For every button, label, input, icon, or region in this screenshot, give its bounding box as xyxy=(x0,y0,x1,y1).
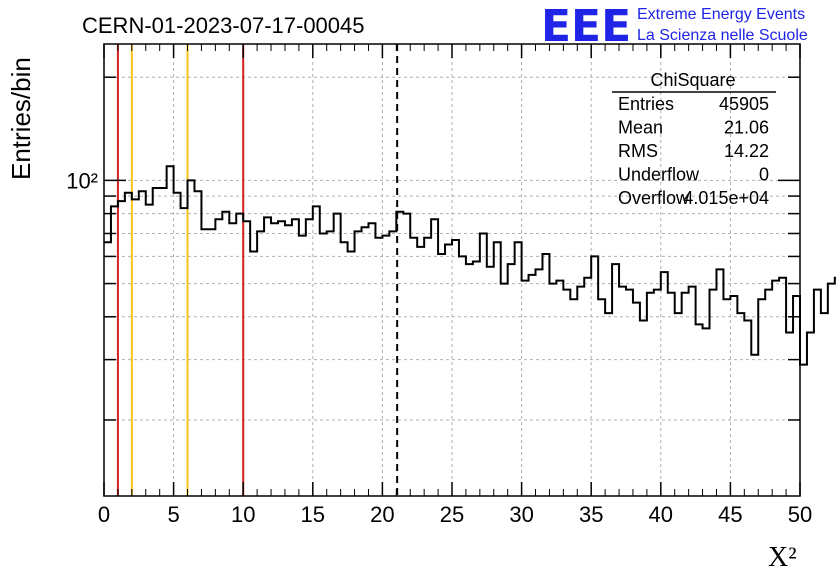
stats-title: ChiSquare xyxy=(650,70,735,90)
y-axis-title: Entries/bin xyxy=(6,57,36,180)
x-tick-label: 50 xyxy=(788,502,812,527)
stats-rows: Entries 45905 Mean 21.06 RMS 14.22 Underflow 0 O… xyxy=(618,94,769,208)
x-axis-ticks: 0 5 10 15 20 25 30 35 40 45 50 xyxy=(98,44,812,527)
x-tick-label: 25 xyxy=(440,502,464,527)
x-axis-title: X² xyxy=(768,542,797,572)
stats-value: 4.015e+04 xyxy=(683,188,769,208)
logo-mark: EEE xyxy=(541,1,631,52)
stats-value: 0 xyxy=(759,165,769,185)
x-tick-label: 45 xyxy=(718,502,742,527)
y-tick-label: 10² xyxy=(66,168,98,193)
stats-box: ChiSquare Entries 45905 Mean 21.06 RMS 14.22 U… xyxy=(612,70,776,208)
stats-value: 14.22 xyxy=(724,141,769,161)
x-tick-label: 40 xyxy=(649,502,673,527)
x-tick-label: 5 xyxy=(167,502,179,527)
stats-value: 21.06 xyxy=(724,118,769,138)
histogram-outline xyxy=(104,165,836,366)
stats-label: Overflow xyxy=(618,188,690,208)
stats-label: Entries xyxy=(618,94,674,114)
x-tick-label: 30 xyxy=(509,502,533,527)
reference-lines xyxy=(116,44,399,496)
y-axis-ticks: 10² xyxy=(66,76,800,421)
logo-line-2: La Scienza nelle Scuole xyxy=(637,27,808,44)
x-tick-label: 15 xyxy=(301,502,325,527)
grid-lines xyxy=(104,44,800,496)
x-tick-label: 35 xyxy=(579,502,603,527)
stats-label: Underflow xyxy=(618,165,700,185)
stats-label: RMS xyxy=(618,141,658,161)
chart-title: CERN-01-2023-07-17-00045 xyxy=(82,13,365,38)
x-tick-label: 10 xyxy=(231,502,255,527)
eee-logo: EEE Extreme Energy Events La Scienza nel… xyxy=(541,1,808,52)
x-tick-label: 20 xyxy=(370,502,394,527)
stats-value: 45905 xyxy=(719,94,769,114)
stats-label: Mean xyxy=(618,118,663,138)
logo-line-1: Extreme Energy Events xyxy=(637,6,805,23)
x-tick-label: 0 xyxy=(98,502,110,527)
